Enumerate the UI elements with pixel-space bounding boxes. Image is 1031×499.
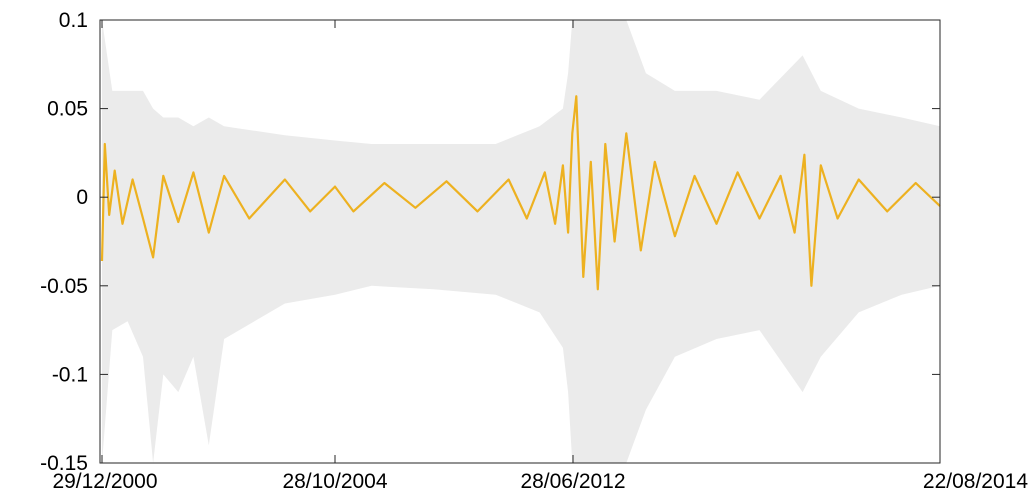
band-area [102,20,940,463]
y-axis: 0.1 0.05 0 -0.05 -0.1 -0.15 [40,9,940,475]
x-tick-label: 22/08/2014 [923,470,1028,493]
confidence-band [102,20,940,463]
plot-frame [99,19,941,464]
x-tick-label: 28/10/2004 [282,470,387,493]
series-layer [100,95,941,291]
y-tick-label: 0.05 [47,98,88,121]
x-axis: 29/12/2000 28/10/2004 28/06/2012 22/08/2014 [52,20,1028,493]
x-tick-label: 29/12/2000 [52,470,157,493]
y-tick-label: 0 [76,186,88,209]
y-tick-label: -0.15 [40,452,88,475]
x-tick-label: 28/06/2012 [520,470,625,493]
series-line [100,95,941,291]
y-tick-label: 0.1 [59,9,88,32]
y-tick-label: -0.05 [40,275,88,298]
y-tick-label: -0.1 [52,363,88,386]
